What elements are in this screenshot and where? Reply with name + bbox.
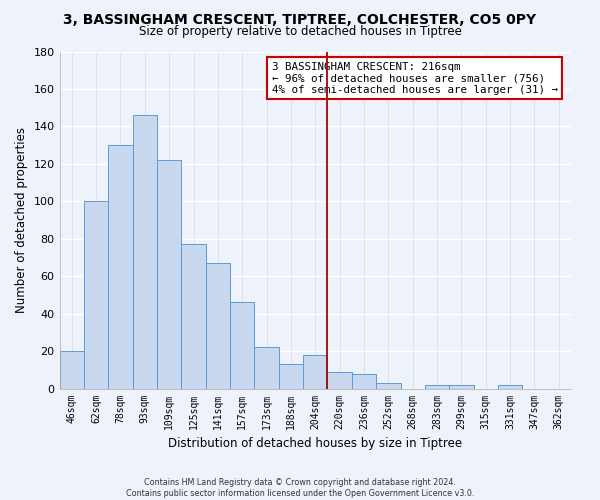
Bar bbox=[279, 364, 303, 388]
Bar bbox=[157, 160, 181, 388]
Text: Size of property relative to detached houses in Tiptree: Size of property relative to detached ho… bbox=[139, 25, 461, 38]
Bar bbox=[133, 115, 157, 388]
Bar bbox=[498, 385, 523, 388]
Bar bbox=[328, 372, 352, 388]
Bar bbox=[59, 351, 84, 389]
Bar bbox=[376, 383, 401, 388]
Y-axis label: Number of detached properties: Number of detached properties bbox=[15, 127, 28, 313]
Bar bbox=[352, 374, 376, 388]
X-axis label: Distribution of detached houses by size in Tiptree: Distribution of detached houses by size … bbox=[168, 437, 463, 450]
Bar bbox=[303, 355, 328, 388]
Bar bbox=[449, 385, 473, 388]
Bar bbox=[84, 202, 108, 388]
Bar bbox=[206, 263, 230, 388]
Bar bbox=[108, 145, 133, 388]
Text: Contains HM Land Registry data © Crown copyright and database right 2024.
Contai: Contains HM Land Registry data © Crown c… bbox=[126, 478, 474, 498]
Bar bbox=[230, 302, 254, 388]
Bar bbox=[181, 244, 206, 388]
Text: 3 BASSINGHAM CRESCENT: 216sqm
← 96% of detached houses are smaller (756)
4% of s: 3 BASSINGHAM CRESCENT: 216sqm ← 96% of d… bbox=[272, 62, 558, 95]
Bar bbox=[425, 385, 449, 388]
Bar bbox=[254, 348, 279, 389]
Text: 3, BASSINGHAM CRESCENT, TIPTREE, COLCHESTER, CO5 0PY: 3, BASSINGHAM CRESCENT, TIPTREE, COLCHES… bbox=[64, 12, 536, 26]
